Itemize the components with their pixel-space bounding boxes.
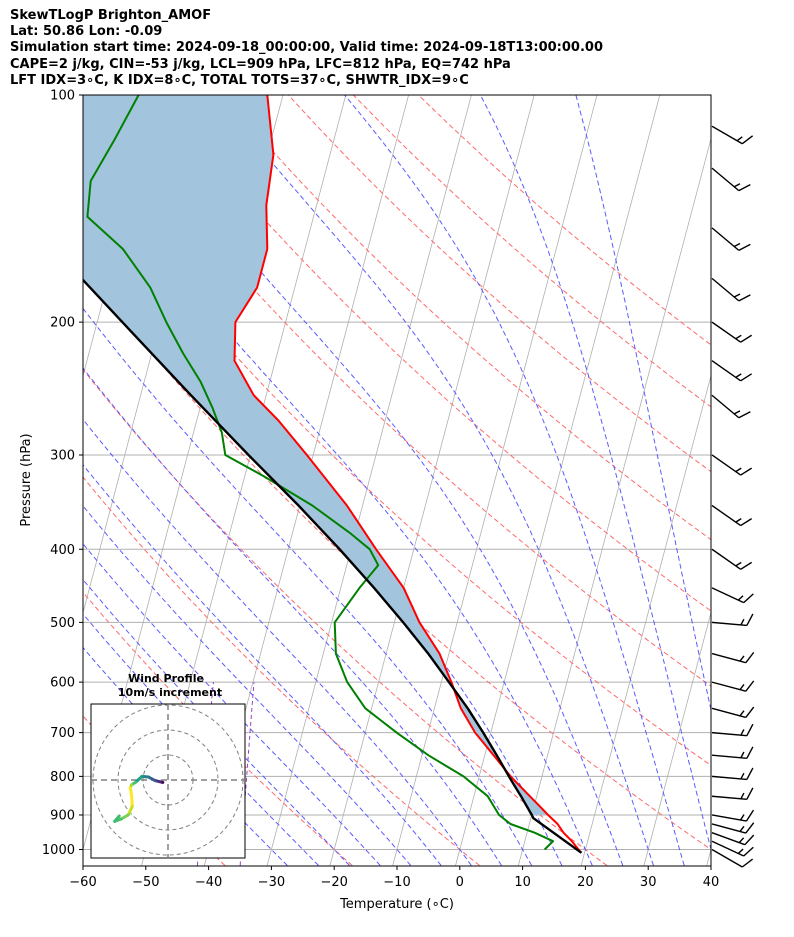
y-tick-label: 400 bbox=[50, 543, 75, 558]
moist-adiabat bbox=[83, 613, 319, 866]
dry-adiabat bbox=[353, 95, 711, 408]
location-line: Lat: 50.86 Lon: -0.09 bbox=[10, 24, 163, 40]
wind-barb bbox=[711, 787, 754, 800]
x-tick-label: −60 bbox=[69, 875, 96, 890]
inset-title: Wind Profile bbox=[128, 672, 204, 685]
isotherm-line bbox=[580, 374, 711, 866]
moist-adiabat bbox=[83, 418, 472, 866]
wind-barb bbox=[711, 651, 755, 664]
indices-line: LFT IDX=3∘C, K IDX=8∘C, TOTAL TOTS=37∘C,… bbox=[10, 72, 469, 88]
wind-barb bbox=[711, 167, 751, 192]
isotherm-line bbox=[455, 95, 661, 866]
wind-barb bbox=[711, 680, 755, 692]
dry-adiabat bbox=[287, 95, 711, 473]
isotherm-line bbox=[643, 611, 711, 866]
isotherm-line bbox=[329, 95, 535, 866]
hodograph-inset: Wind Profile 10m/s increment bbox=[90, 672, 246, 859]
wind-barb bbox=[711, 454, 753, 476]
y-axis-label: Pressure (hPa) bbox=[19, 433, 34, 526]
wind-barb bbox=[711, 746, 754, 759]
wind-barb bbox=[711, 360, 753, 382]
isotherm-line bbox=[706, 847, 711, 866]
moist-adiabat bbox=[479, 95, 711, 852]
cape-shaded-area bbox=[83, 95, 549, 815]
x-tick-label: 20 bbox=[577, 875, 594, 890]
moist-adiabat bbox=[83, 464, 442, 866]
hodograph-segment bbox=[113, 814, 121, 823]
x-tick-label: −50 bbox=[132, 875, 159, 890]
x-axis-label: Temperature (∘C) bbox=[339, 897, 454, 912]
hodograph-segment bbox=[126, 804, 134, 817]
moist-adiabat bbox=[116, 95, 624, 866]
y-tick-label: 500 bbox=[50, 616, 75, 631]
wind-barb bbox=[711, 613, 754, 627]
y-tick-label: 700 bbox=[50, 726, 75, 741]
wind-barb bbox=[711, 840, 754, 857]
wind-barb bbox=[711, 277, 751, 302]
x-tick-label: 30 bbox=[640, 875, 657, 890]
x-tick-label: 40 bbox=[703, 875, 720, 890]
y-tick-label: 100 bbox=[50, 89, 75, 104]
wind-barb bbox=[711, 548, 753, 570]
isotherm-line bbox=[770, 95, 794, 865]
isotherm-line bbox=[83, 95, 95, 141]
x-tick-label: −20 bbox=[320, 875, 347, 890]
wind-barb bbox=[711, 822, 755, 834]
inset-subtitle: 10m/s increment bbox=[118, 686, 222, 699]
moist-adiabat bbox=[214, 95, 654, 866]
chart-header: SkewTLogP Brighton_AMOF Lat: 50.86 Lon: … bbox=[10, 8, 603, 89]
wind-barb bbox=[711, 767, 754, 781]
moist-adiabat bbox=[344, 95, 685, 866]
isotherm-line bbox=[266, 95, 472, 866]
dry-adiabat bbox=[418, 95, 711, 346]
y-tick-label: 200 bbox=[50, 316, 75, 331]
wind-barb bbox=[711, 809, 755, 822]
dewpoint-line bbox=[86, 95, 555, 851]
y-tick-label: 800 bbox=[50, 770, 75, 785]
wind-barb bbox=[711, 125, 754, 145]
moist-adiabat bbox=[83, 367, 502, 866]
dry-adiabat bbox=[83, 171, 711, 767]
dry-adiabat bbox=[83, 476, 480, 866]
temperature-line bbox=[233, 95, 583, 854]
dry-adiabat bbox=[92, 95, 711, 687]
wind-barb bbox=[711, 832, 755, 846]
x-tick-label: −40 bbox=[195, 875, 222, 890]
moist-adiabat bbox=[83, 578, 350, 866]
dry-adiabat bbox=[222, 95, 711, 541]
isotherm-line bbox=[517, 137, 711, 866]
wind-barb bbox=[711, 394, 751, 419]
chart-title: SkewTLogP Brighton_AMOF bbox=[10, 8, 212, 23]
y-tick-label: 300 bbox=[50, 448, 75, 463]
wind-barb bbox=[711, 504, 753, 527]
dry-adiabat bbox=[83, 591, 353, 866]
wind-barbs bbox=[711, 125, 755, 868]
dry-adiabat bbox=[157, 95, 711, 612]
wind-barb bbox=[711, 723, 754, 737]
wind-barb bbox=[711, 706, 755, 719]
x-tick-label: 0 bbox=[456, 875, 464, 890]
wind-barb bbox=[711, 587, 754, 604]
data-layer bbox=[83, 95, 583, 854]
x-tick-label: −30 bbox=[258, 875, 285, 890]
x-tick-label: −10 bbox=[383, 875, 410, 890]
cape-line: CAPE=2 j/kg, CIN=-53 j/kg, LCL=909 hPa, … bbox=[10, 56, 511, 72]
dry-adiabat bbox=[83, 267, 711, 851]
moist-adiabat bbox=[83, 151, 593, 866]
moist-adiabat bbox=[83, 543, 381, 866]
parcel-line bbox=[83, 278, 583, 854]
y-tick-label: 900 bbox=[50, 808, 75, 823]
isotherm-line bbox=[392, 95, 598, 866]
time-line: Simulation start time: 2024-09-18_00:00:… bbox=[10, 40, 603, 56]
x-tick-label: 10 bbox=[514, 875, 531, 890]
wind-barb bbox=[711, 848, 754, 868]
wind-barb bbox=[711, 227, 751, 251]
moist-adiabat bbox=[575, 95, 711, 713]
axis-ticks: −60 −50 −40 −30 −20 −10 0 10 20 30 40 100 200 300 400 5… bbox=[42, 89, 719, 891]
y-tick-label: 600 bbox=[50, 676, 75, 691]
hodograph-segment bbox=[130, 794, 134, 808]
y-tick-label: 1000 bbox=[42, 843, 75, 858]
wind-barb bbox=[711, 321, 753, 343]
